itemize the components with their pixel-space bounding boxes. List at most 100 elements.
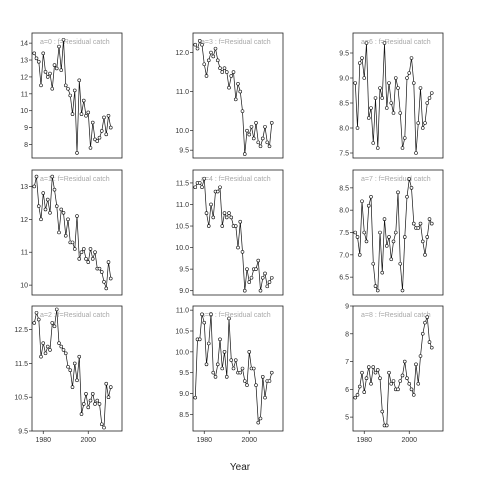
data-point	[52, 63, 57, 67]
y-tick-label: 10	[20, 283, 28, 290]
y-tick-label: 7.5	[339, 230, 349, 237]
data-point	[102, 115, 106, 120]
y-tick-label: 5	[345, 415, 349, 422]
panel-label: a=7 : f=Residual catch	[361, 176, 431, 183]
data-point	[240, 109, 245, 113]
data-point	[238, 219, 243, 224]
data-point	[263, 124, 267, 129]
data-point	[407, 71, 412, 75]
data-point	[204, 211, 209, 215]
data-point	[398, 111, 403, 115]
y-tick-label: 9.5	[179, 148, 189, 155]
data-point	[39, 217, 43, 222]
data-point	[353, 81, 358, 85]
data-point	[389, 101, 394, 105]
data-point	[81, 402, 86, 406]
data-point	[420, 239, 425, 244]
y-tick-label: 9.5	[179, 370, 189, 377]
data-point	[242, 152, 247, 156]
data-point	[72, 361, 77, 366]
x-axis-title: Year	[230, 462, 251, 473]
data-point	[220, 366, 225, 371]
data-point	[249, 275, 254, 280]
data-point	[204, 362, 209, 367]
data-point	[369, 381, 373, 386]
data-point	[90, 120, 95, 125]
data-point	[66, 86, 70, 91]
data-point	[429, 345, 434, 350]
data-point	[54, 66, 59, 71]
data-point	[427, 340, 432, 344]
data-point	[220, 224, 225, 228]
panel-0: a=0 : f=Residual catch 8 9 10 11 12 13 14	[20, 32, 123, 159]
data-point	[418, 221, 423, 226]
data-point	[355, 235, 360, 239]
y-tick-label: 10.0	[175, 349, 189, 356]
data-point	[382, 41, 387, 45]
data-point	[84, 392, 88, 396]
data-point	[423, 253, 427, 257]
data-point	[224, 70, 229, 74]
data-point	[416, 121, 421, 125]
data-point	[63, 83, 68, 88]
y-tick-label: 9	[24, 125, 28, 132]
data-point	[68, 368, 73, 372]
panel-label: a=5 : f=Residual catch	[201, 312, 271, 319]
data-point	[36, 204, 41, 208]
data-point	[366, 365, 371, 369]
data-point	[263, 395, 267, 400]
series-line	[194, 39, 273, 155]
series-line	[355, 316, 433, 426]
data-point	[36, 317, 41, 322]
data-point	[393, 230, 398, 235]
y-tick-label: 8	[345, 331, 349, 338]
data-point	[108, 385, 113, 389]
data-point	[362, 230, 367, 235]
data-point	[61, 37, 66, 42]
data-point	[362, 76, 367, 80]
data-point	[362, 390, 367, 394]
data-point	[267, 280, 272, 284]
data-point	[396, 190, 400, 195]
data-point	[106, 260, 111, 264]
data-point	[236, 81, 240, 86]
panel-frame	[31, 32, 123, 159]
data-point	[371, 261, 376, 266]
data-point	[260, 136, 265, 141]
data-point	[245, 383, 249, 387]
data-point	[402, 136, 407, 140]
y-tick-label: 9.0	[179, 391, 189, 398]
y-tick-label: 7	[345, 359, 349, 366]
data-point	[355, 126, 360, 130]
data-point	[106, 395, 111, 400]
y-tick-label: 8.5	[179, 412, 189, 419]
data-point	[81, 98, 86, 103]
series-line	[33, 176, 112, 289]
data-point	[425, 101, 430, 105]
data-point	[50, 321, 55, 325]
data-point	[75, 214, 79, 218]
data-point	[63, 233, 68, 238]
data-point	[61, 210, 66, 215]
data-point	[108, 125, 113, 130]
panel-5: a=7 : f=Residual catch 6.5 7.0 7.5 8.0 8.5	[339, 169, 444, 296]
panel-frame	[31, 169, 123, 296]
panel-label: a=4 : f=Residual catch	[201, 176, 271, 183]
data-point	[238, 370, 243, 375]
panel-frame	[192, 305, 284, 432]
data-point	[79, 412, 84, 416]
data-point	[387, 235, 391, 239]
y-tick-label: 10	[20, 108, 28, 115]
data-point	[52, 324, 57, 329]
y-tick-label: 9.5	[339, 51, 349, 58]
data-point	[72, 247, 77, 251]
data-point	[364, 376, 369, 381]
data-point	[238, 89, 243, 94]
panel-1: a=3 : f=Residual catch 9.5 10.0 11.0 12.0	[175, 32, 284, 159]
data-point	[247, 280, 252, 284]
y-tick-label: 9.0	[339, 76, 349, 83]
data-point	[213, 46, 218, 51]
panel-frame	[352, 32, 444, 159]
data-point	[384, 106, 389, 110]
data-point	[211, 54, 216, 59]
